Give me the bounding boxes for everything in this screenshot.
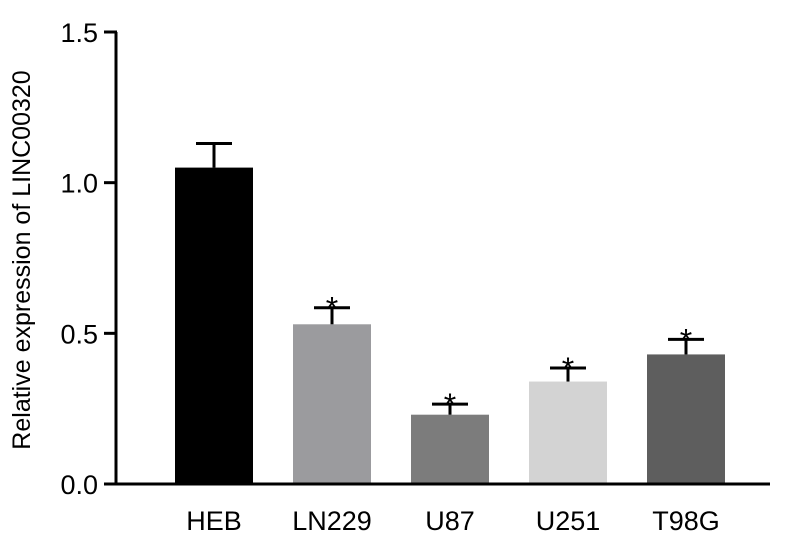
significance-mark-u87: * [444, 387, 456, 423]
y-tick-label: 1.5 [60, 18, 98, 48]
bar-ln229 [293, 324, 371, 484]
significance-mark-u251: * [562, 351, 574, 387]
y-tick-label: 1.0 [60, 169, 98, 199]
bar-t98g [647, 354, 725, 484]
x-category-labels: HEB LN229 U87 U251 T98G [186, 506, 720, 536]
significance-mark-t98g: * [680, 322, 692, 358]
bar-u87 [411, 414, 489, 484]
error-bars-layer [196, 141, 704, 415]
x-tick-label-heb: HEB [186, 506, 242, 536]
y-tick-label: 0.5 [60, 319, 98, 349]
bar-heb [175, 167, 253, 484]
y-ticks-layer: 0.0 0.5 1.0 1.5 [60, 18, 117, 500]
x-tick-label-u251: U251 [536, 506, 601, 536]
bar-u251 [529, 381, 607, 484]
y-axis-label: Relative expression of LINC00320 [8, 70, 36, 449]
x-tick-label-ln229: LN229 [292, 506, 372, 536]
y-tick-label: 0.0 [60, 470, 98, 500]
significance-mark-ln229: * [326, 291, 338, 327]
x-tick-label-u87: U87 [425, 506, 475, 536]
bars-layer [175, 167, 725, 484]
x-tick-label-t98g: T98G [652, 506, 720, 536]
significance-layer: * * * * [326, 291, 692, 423]
